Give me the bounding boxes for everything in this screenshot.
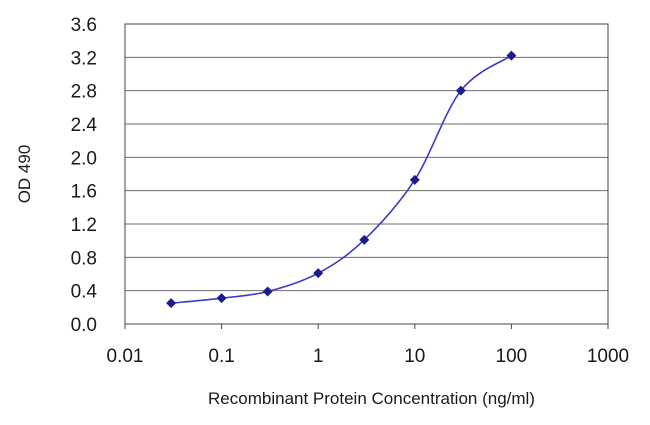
x-tick-marks [124, 324, 609, 329]
x-tick-label: 0.1 [208, 346, 234, 367]
x-tick-label: 10 [404, 346, 425, 367]
data-markers [166, 50, 517, 309]
series-line [171, 54, 512, 304]
y-tick-label: 2.8 [71, 82, 97, 103]
data-point [359, 234, 370, 245]
y-tick-labels: 0.0 0.4 0.8 1.2 1.6 2.0 2.4 2.8 3.2 3.6 [71, 15, 98, 336]
data-point [409, 174, 420, 185]
x-tick-labels: 0.01 0.1 1 10 100 1000 [107, 346, 630, 367]
x-tick-label: 0.01 [107, 346, 144, 367]
x-tick-label: 100 [496, 346, 528, 367]
plot-area-frame [124, 23, 609, 325]
data-point [455, 85, 466, 96]
x-axis-title: Recombinant Protein Concentration (ng/ml… [208, 389, 535, 408]
data-point [262, 286, 273, 297]
data-point [216, 293, 227, 304]
y-tick-label: 1.6 [71, 182, 97, 203]
y-axis-title: OD 490 [15, 145, 34, 204]
data-point [506, 50, 517, 61]
y-tick-label: 1.2 [71, 215, 97, 236]
x-tick-label: 1 [313, 346, 324, 367]
y-tick-label: 3.6 [71, 15, 97, 36]
y-tick-label: 0.8 [71, 248, 97, 269]
y-tick-label: 0.4 [71, 282, 98, 303]
y-tick-label: 2.4 [71, 115, 98, 136]
y-tick-label: 3.2 [71, 48, 97, 69]
y-tick-label: 0.0 [71, 315, 97, 336]
y-tick-label: 2.0 [71, 148, 97, 169]
data-point [166, 298, 177, 309]
gridlines [125, 56, 608, 292]
data-point [313, 268, 324, 279]
x-tick-label: 1000 [587, 346, 629, 367]
